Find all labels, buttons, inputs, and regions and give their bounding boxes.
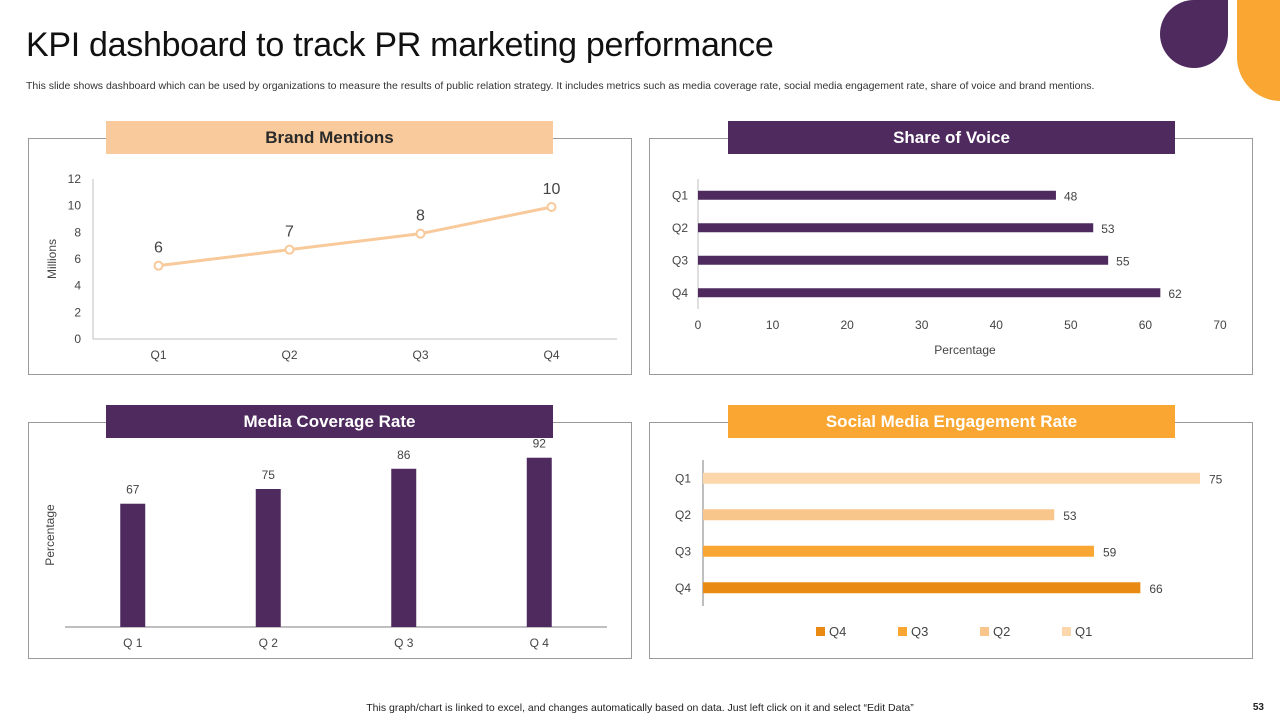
line-point [284, 244, 295, 255]
y-tick-label: Q2 [672, 221, 688, 235]
engagement-bar [703, 582, 1141, 594]
y-tick-label: Q3 [672, 253, 688, 267]
x-tick-label: Q3 [412, 348, 428, 362]
y-tick-label: 8 [74, 225, 81, 239]
x-tick-label: 70 [1213, 318, 1227, 332]
x-tick-label: Q 4 [530, 636, 550, 650]
x-tick-label: Q 1 [123, 636, 143, 650]
x-tick-label: Q4 [543, 348, 559, 362]
x-tick-label: 60 [1139, 318, 1153, 332]
legend-swatch [980, 627, 989, 636]
y-axis-title: Millions [45, 239, 59, 279]
data-label: 75 [262, 468, 276, 482]
y-tick-label: 6 [74, 252, 81, 266]
data-label: 7 [285, 224, 294, 241]
page-number: 53 [1252, 702, 1264, 713]
line-point [415, 228, 426, 239]
data-label: 67 [126, 483, 140, 497]
coverage-bar [255, 489, 281, 627]
legend-label: Q2 [993, 624, 1010, 639]
social-media-header: Social Media Engagement Rate [728, 405, 1175, 438]
x-tick-label: Q1 [150, 348, 166, 362]
data-label: 62 [1168, 287, 1182, 301]
purple-leaf-shape [1160, 0, 1228, 68]
y-tick-label: 10 [68, 199, 82, 213]
media-coverage-panel[interactable]: Percentage 67 Q 1 75 Q 2 86 Q 3 92 Q 4 [28, 422, 632, 659]
social-media-chart[interactable]: Q1 75 Q2 53 Q3 59 Q4 66 Q4 Q3 Q2 Q1 [650, 423, 1254, 660]
data-label: 48 [1064, 189, 1078, 203]
data-label: 53 [1063, 509, 1077, 523]
sov-bar [698, 190, 1056, 200]
media-coverage-chart[interactable]: Percentage 67 Q 1 75 Q 2 86 Q 3 92 Q 4 [29, 423, 633, 660]
engagement-bar [703, 472, 1200, 484]
media-coverage-header: Media Coverage Rate [106, 405, 553, 438]
x-tick-label: 40 [990, 318, 1004, 332]
sov-bar [698, 288, 1161, 298]
y-tick-label: Q1 [672, 188, 688, 202]
data-label: 10 [543, 181, 561, 198]
x-tick-label: 10 [766, 318, 780, 332]
brand-mentions-panel[interactable]: 0 2 4 6 8 10 12 Millions Q1 Q2 Q3 Q4 6 7 8 10 [28, 138, 632, 375]
y-tick-label: 0 [74, 332, 81, 346]
y-tick-label: Q2 [675, 508, 691, 522]
x-tick-label: 20 [840, 318, 854, 332]
data-label: 8 [416, 208, 425, 225]
data-label: 86 [397, 448, 411, 462]
legend-swatch [816, 627, 825, 636]
share-of-voice-header: Share of Voice [728, 121, 1175, 154]
sov-bar [698, 255, 1109, 265]
line-point [546, 202, 557, 212]
data-label: 92 [533, 437, 547, 451]
social-media-panel[interactable]: Q1 75 Q2 53 Q3 59 Q4 66 Q4 Q3 Q2 Q1 [649, 422, 1253, 659]
coverage-bar [120, 503, 146, 627]
legend-swatch [1062, 627, 1071, 636]
page-subtitle: This slide shows dashboard which can be … [26, 80, 1095, 92]
data-label: 59 [1103, 545, 1117, 559]
share-of-voice-chart[interactable]: Q1 48 Q2 53 Q3 55 Q4 62 0 10 20 30 40 50 60 70 Percentag… [650, 139, 1254, 376]
data-label: 6 [154, 240, 163, 257]
x-tick-label: 0 [695, 318, 702, 332]
x-tick-label: 30 [915, 318, 929, 332]
y-axis-title: Percentage [43, 504, 57, 566]
x-tick-label: Q 2 [259, 636, 279, 650]
brand-mentions-chart[interactable]: 0 2 4 6 8 10 12 Millions Q1 Q2 Q3 Q4 6 7 8 10 [29, 139, 633, 376]
engagement-bar [703, 509, 1055, 521]
y-tick-label: Q1 [675, 471, 691, 485]
orange-leaf-shape [1237, 0, 1280, 101]
data-label: 53 [1101, 222, 1115, 236]
line-point [153, 260, 164, 271]
y-tick-label: 2 [74, 305, 81, 319]
x-tick-label: Q 3 [394, 636, 414, 650]
x-tick-label: Q2 [281, 348, 297, 362]
footer-note: This graph/chart is linked to excel, and… [366, 702, 914, 714]
engagement-bar [703, 545, 1094, 557]
share-of-voice-panel[interactable]: Q1 48 Q2 53 Q3 55 Q4 62 0 10 20 30 40 50 60 70 Percentag… [649, 138, 1253, 375]
coverage-bar [526, 457, 552, 627]
legend-label: Q1 [1075, 624, 1092, 639]
legend-label: Q4 [829, 624, 846, 639]
brand-mentions-line [158, 205, 552, 268]
y-tick-label: Q4 [675, 581, 691, 595]
brand-mentions-header: Brand Mentions [106, 121, 553, 154]
data-label: 66 [1149, 582, 1163, 596]
y-tick-label: 4 [74, 279, 81, 293]
x-tick-label: 50 [1064, 318, 1078, 332]
y-tick-label: Q3 [675, 544, 691, 558]
x-axis-title: Percentage [934, 343, 996, 357]
coverage-bar [391, 468, 417, 627]
sov-bar [698, 223, 1094, 233]
y-tick-label: 12 [68, 172, 82, 186]
legend-label: Q3 [911, 624, 928, 639]
data-label: 55 [1116, 254, 1130, 268]
y-tick-label: Q4 [672, 286, 688, 300]
data-label: 75 [1209, 472, 1223, 486]
legend-swatch [898, 627, 907, 636]
page-title: KPI dashboard to track PR marketing perf… [26, 26, 774, 64]
